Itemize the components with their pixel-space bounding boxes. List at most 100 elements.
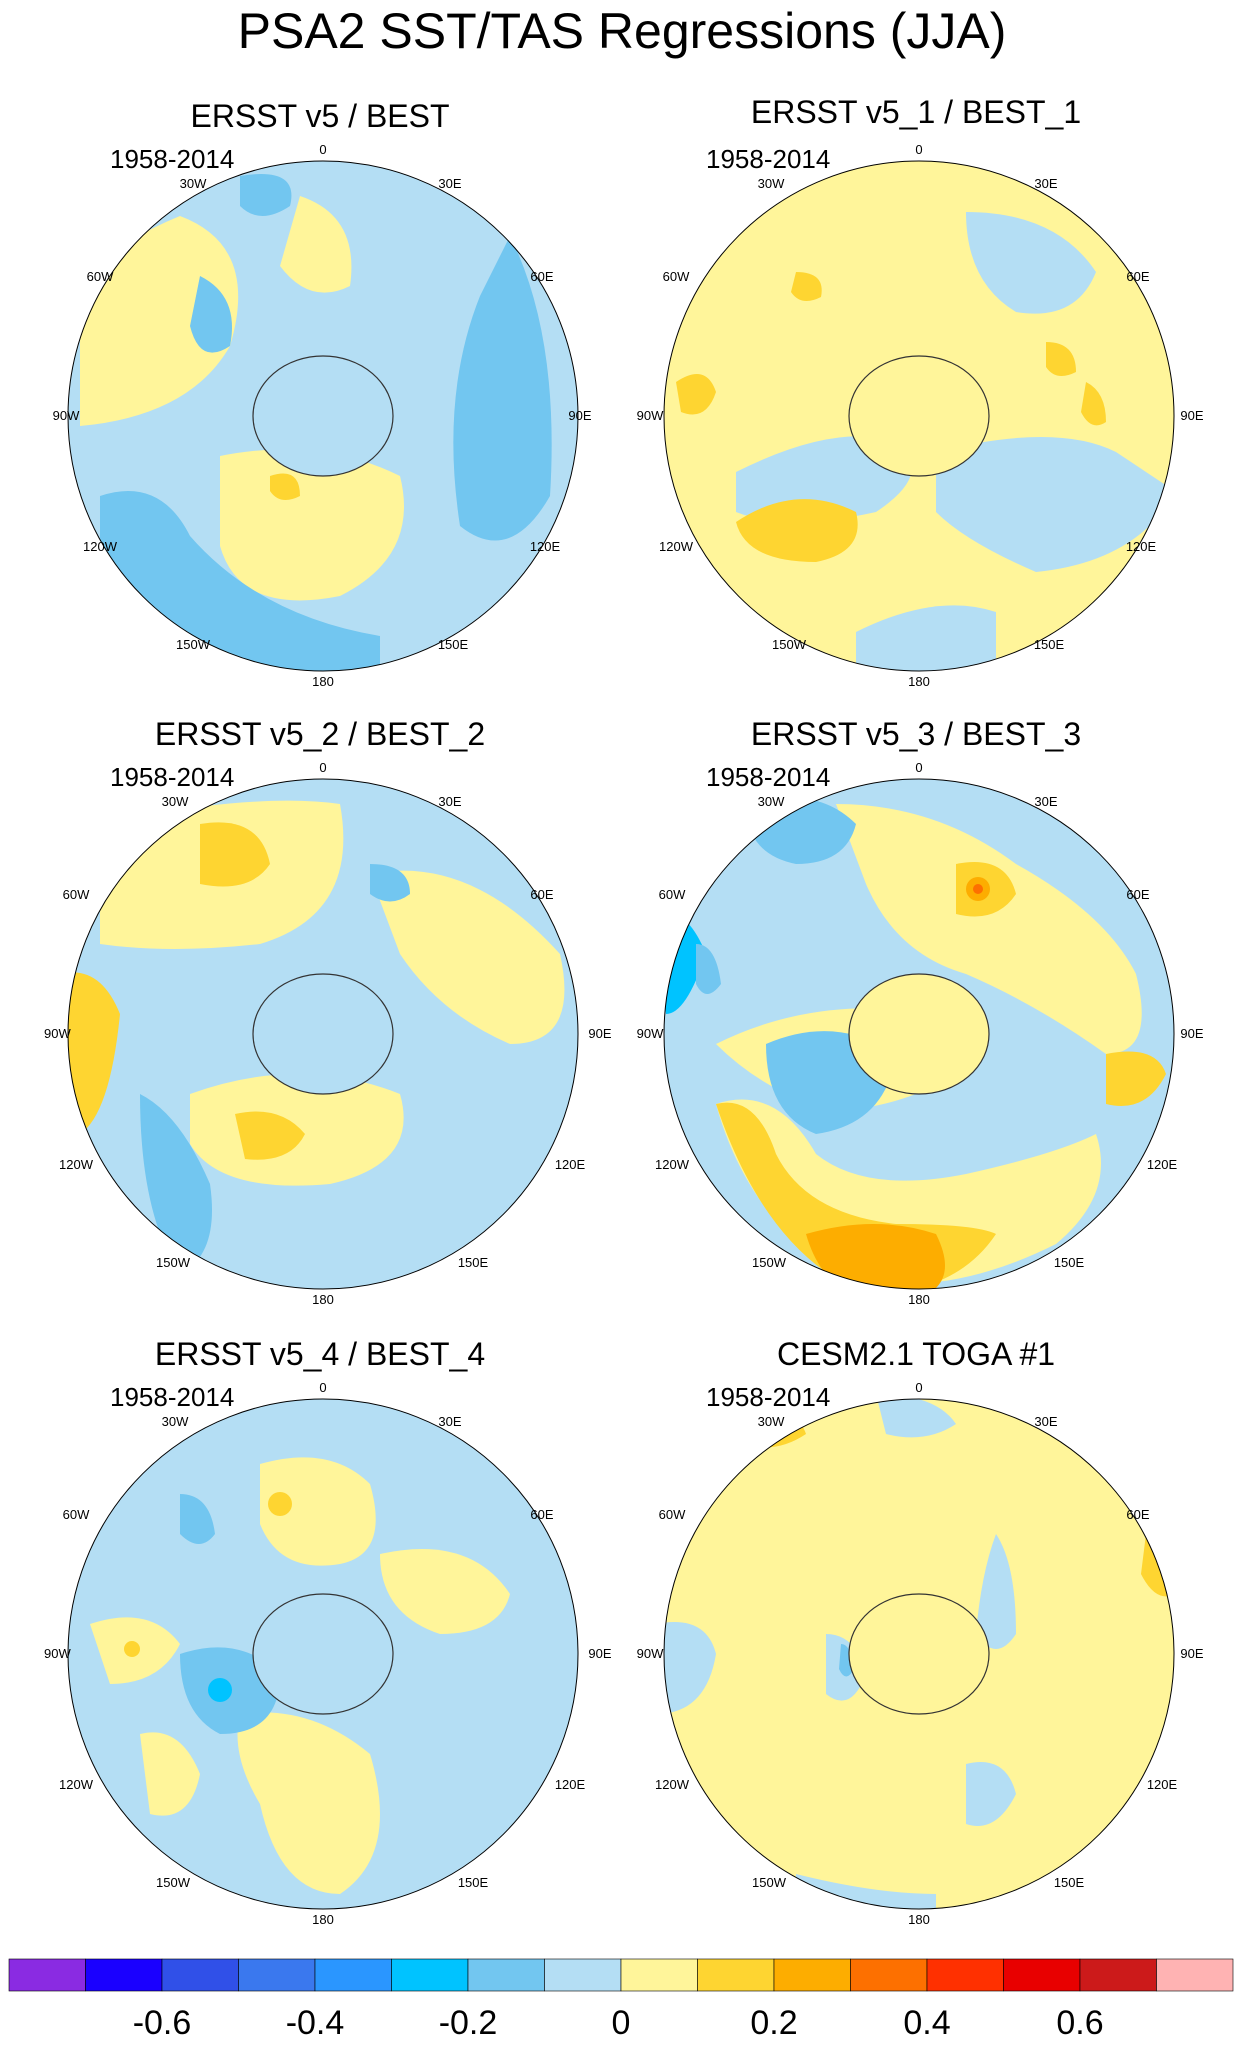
panel-title: ERSST v5_1 / BEST_1 [750,94,1082,130]
polar-map: 0 30E 60E 90E 120E 150E 180 150W 120W 90… [44,1380,612,1927]
contour-negative [839,1644,854,1677]
colorbar-tick-label: 0.6 [1056,2004,1104,2042]
lon-label: 120E [1147,1777,1178,1792]
contour-negative [240,174,292,216]
contour-negative [796,1874,936,1909]
lon-label: 90E [588,1646,611,1661]
lon-label: 90W [637,408,664,423]
lon-label: 0 [915,1380,922,1395]
lon-label: 30E [438,1414,461,1429]
figure-title: PSA2 SST/TAS Regressions (JJA) [237,3,1007,59]
colorbar-swatch [697,1958,775,1992]
polar-map: 0 30E 60E 90E 120E 150E 180 150W 120W 90… [637,1380,1204,1927]
lon-label: 120W [59,1777,94,1792]
lon-label: 60E [530,887,553,902]
contour-negative [180,1494,215,1544]
colorbar-swatch [8,1958,86,1992]
lon-label: 180 [312,674,334,689]
contour-positive [80,216,239,426]
lon-label: 60E [530,1507,553,1522]
lon-label: 90W [44,1026,71,1041]
contour-strong [676,374,716,415]
antarctica-outline [252,355,394,477]
lon-label: 180 [312,1292,334,1307]
lon-label: 120E [555,1157,586,1172]
lon-label: 30W [758,176,785,191]
contour-positive [836,804,1142,1054]
lon-label: 150W [156,1875,191,1890]
lon-label: 30W [758,1414,785,1429]
lon-label: 0 [915,142,922,157]
antarctica-outline [252,973,394,1095]
lon-label: 30E [1034,176,1057,191]
lon-label: 30W [162,1414,189,1429]
colorbar-swatch [544,1958,622,1992]
colorbar-swatch [773,1958,851,1992]
colorbar-swatch [391,1958,469,1992]
map-panel-3: ERSST v5_2 / BEST_2 1958-2014 0 30E 60E … [40,714,640,1334]
colorbar-tick-label: -0.2 [438,2004,498,2042]
colorbar-swatch [850,1958,928,1992]
colorbar [8,1958,1234,1992]
contour-strong [1046,342,1076,376]
lon-label: 150W [752,1875,787,1890]
contour-negative [370,864,410,902]
lon-label: 30E [1034,794,1057,809]
lon-label: 30E [438,176,461,191]
contour-negative [976,1534,1016,1649]
panel-title: CESM2.1 TOGA #1 [776,1336,1056,1372]
contour-negative [190,276,232,353]
lon-label: 150W [156,1255,191,1270]
lon-label: 0 [319,760,326,775]
contour-strong [1081,382,1106,426]
contour-negative [856,605,996,671]
antarctica-outline [848,973,990,1095]
map-panel-1: ERSST v5 / BEST 1958-2014 0 30E 60E 90E … [40,96,640,716]
lon-label: 120W [655,1157,690,1172]
polar-map: 0 30E 60E 90E 120E 150E 180 150W 120W 90… [53,142,592,689]
contour-strong [736,499,858,562]
lon-label: 60E [1126,1507,1149,1522]
contour-strong [791,272,822,301]
colorbar-swatch [620,1958,698,1992]
lon-label: 120E [530,539,561,554]
contour-negative [936,437,1174,572]
contour-positive [260,1457,376,1566]
lon-label: 60W [63,1507,90,1522]
lon-label: 180 [312,1912,334,1927]
lon-label: 120W [655,1777,690,1792]
contour-positive [370,870,565,1044]
contour-negative [453,236,552,541]
lon-label: 60E [530,269,553,284]
contour-strong [200,822,270,887]
contour-strong [235,1111,305,1160]
colorbar-swatch [1079,1958,1157,1992]
colorbar-tick-label: 0.4 [903,2004,951,2042]
lon-label: 30E [438,794,461,809]
map-boundary [67,160,579,672]
lon-label: 180 [908,1292,930,1307]
lon-label: 90W [637,1026,664,1041]
lon-label: 150E [1054,1875,1085,1890]
colorbar-swatch [238,1958,316,1992]
lon-label: 150E [458,1255,489,1270]
polar-map: 0 30E 60E 90E 120E 150E 180 150W 120W 90… [637,760,1204,1307]
contour-negative [664,1622,716,1714]
lon-label: 90E [1180,408,1203,423]
map-panel-5: ERSST v5_4 / BEST_4 1958-2014 0 30E 60E … [40,1334,640,1954]
lon-label: 60W [87,269,114,284]
contour-negative [208,1678,232,1702]
panel-period: 1958-2014 [110,144,235,174]
lon-label: 120W [83,539,118,554]
colorbar-tick-label: -0.4 [285,2004,345,2042]
lon-label: 150E [438,637,469,652]
map-panel-2: ERSST v5_1 / BEST_1 1958-2014 0 30E 60E … [636,92,1236,712]
lon-label: 150E [1034,637,1065,652]
lon-label: 90E [568,408,591,423]
lon-label: 60E [1126,269,1149,284]
lon-label: 120W [59,1157,94,1172]
polar-map: 0 30E 60E 90E 120E 150E 180 150W 120W 90… [44,760,612,1307]
contour-positive [380,1549,510,1634]
map-boundary [663,160,1175,672]
panel-period: 1958-2014 [110,762,235,792]
